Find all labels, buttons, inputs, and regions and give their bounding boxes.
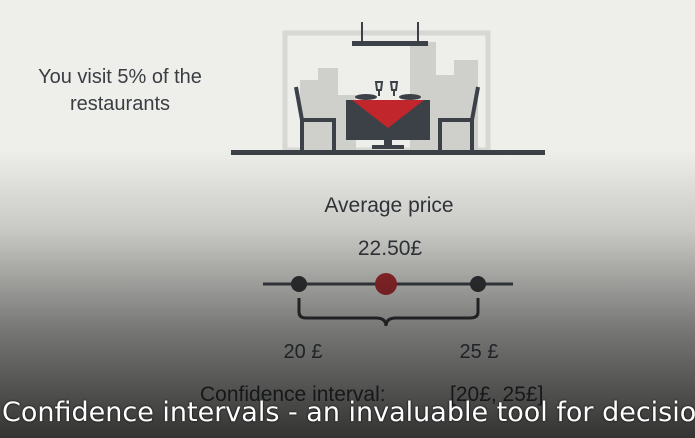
upper-bound-point — [470, 276, 486, 292]
interval-brace — [297, 298, 480, 327]
confidence-interval-label: Confidence interval: — [200, 383, 386, 406]
confidence-interval-range: [20£, 25£] — [450, 383, 544, 406]
visit-text: You visit 5% of the restaurants — [10, 64, 230, 118]
upper-bound-label: 25 £ — [459, 341, 499, 363]
visit-text-line1: You visit 5% of the — [38, 66, 202, 88]
lower-bound-point — [291, 276, 307, 292]
interval-number-line — [263, 273, 513, 327]
visit-text-line2: restaurants — [69, 93, 171, 115]
floor-line — [231, 150, 545, 155]
average-price-label: Average price — [324, 194, 454, 217]
video-caption: Confidence intervals - an invaluable too… — [2, 397, 695, 428]
average-point — [375, 273, 397, 295]
average-value: 22.50£ — [357, 237, 423, 260]
lower-bound-label: 20 £ — [283, 341, 323, 363]
